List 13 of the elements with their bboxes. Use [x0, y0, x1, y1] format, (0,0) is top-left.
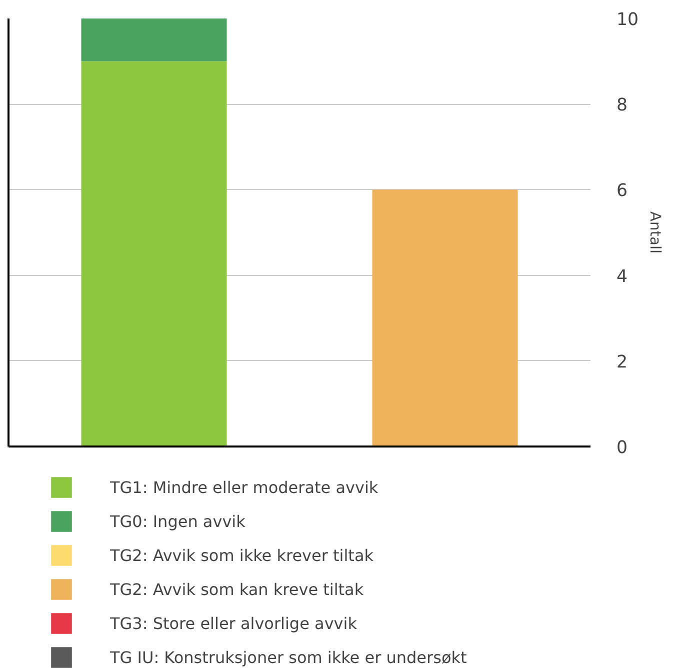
y-tick-label: 2	[616, 352, 628, 372]
y-tick-label: 0	[616, 438, 628, 458]
y-tick-label: 8	[616, 96, 628, 116]
legend-label: TG0: Ingen avvik	[110, 512, 246, 530]
legend-label: TG IU: Konstruksjoner som ikke er undersøkt	[110, 648, 467, 666]
y-axis-title: Antall	[646, 211, 664, 254]
legend-label: TG2: Avvik som kan kreve tiltak	[110, 580, 364, 598]
legend-label: TG3: Store eller alvorlige avvik	[110, 614, 357, 632]
y-tick-label: 10	[616, 10, 639, 30]
y-tick-label: 6	[616, 181, 628, 202]
legend-label: TG2: Avvik som ikke krever tiltak	[110, 546, 374, 564]
y-tick-label: 4	[616, 266, 628, 287]
legend-label: TG1: Mindre eller moderate avvik	[110, 478, 378, 496]
